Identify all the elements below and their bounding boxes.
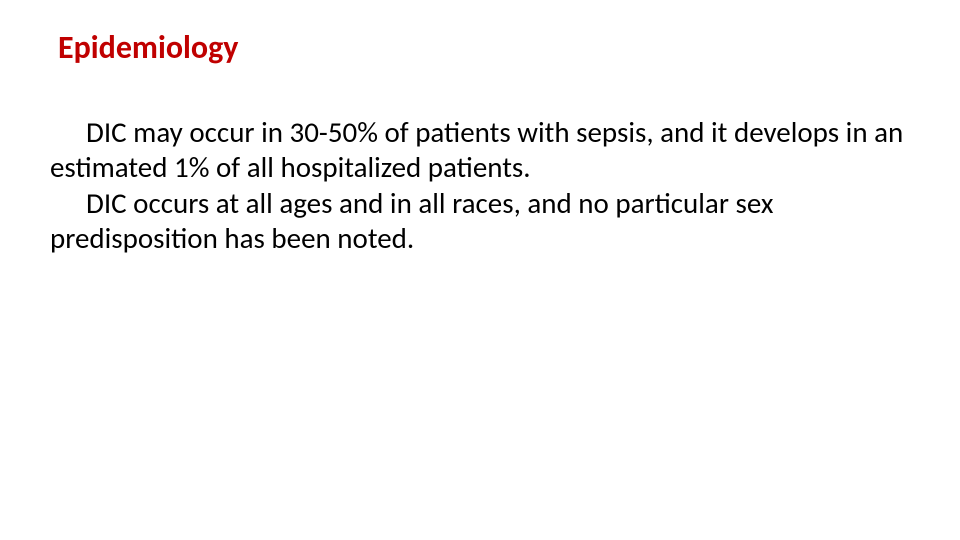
slide-container: Epidemiology DIC may occur in 30-50% of … xyxy=(0,0,960,540)
paragraph-1: DIC may occur in 30-50% of patients with… xyxy=(50,115,910,186)
slide-body: DIC may occur in 30-50% of patients with… xyxy=(50,115,910,257)
paragraph-2: DIC occurs at all ages and in all races,… xyxy=(50,186,910,257)
slide-heading: Epidemiology xyxy=(58,28,910,67)
